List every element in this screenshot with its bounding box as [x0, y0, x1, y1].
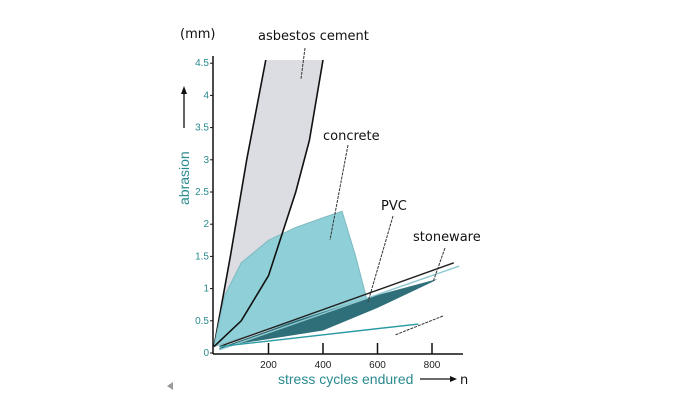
y-tick-label: 0 — [203, 348, 209, 359]
y-tick-label: 4.5 — [195, 58, 209, 69]
y-tick-label: 3.5 — [195, 123, 209, 134]
y-label: abrasion — [176, 151, 192, 205]
label-pvc: PVC — [381, 199, 407, 214]
x-tick-label: 400 — [315, 360, 332, 371]
x-arrow-label: n — [460, 373, 468, 388]
x-tick-label: 200 — [260, 360, 277, 371]
leader-stoneware — [432, 247, 446, 283]
x-tick-label: 800 — [424, 360, 441, 371]
leader-pvc — [367, 215, 394, 303]
series-stoneware-line — [219, 265, 460, 351]
x-arrowhead — [450, 376, 457, 382]
y-arrowhead — [181, 86, 187, 94]
leader-extra — [394, 315, 444, 336]
series-pvc-band — [219, 278, 438, 350]
series-concrete-area — [213, 210, 368, 348]
y-unit: (mm) — [180, 27, 215, 42]
label-concrete: concrete — [323, 129, 380, 144]
y-tick-label: 2 — [203, 219, 209, 230]
y-tick-label: 1 — [203, 284, 209, 295]
y-tick-label: 2.5 — [195, 187, 209, 198]
label-stoneware: stoneware — [413, 230, 481, 245]
series-asbestos-cement-lower — [213, 59, 324, 348]
x-label: stress cycles endured — [278, 371, 413, 387]
y-tick-label: 3 — [203, 155, 209, 166]
y-tick-label: 4 — [203, 90, 209, 101]
y-tick-label: 0.5 — [195, 316, 209, 327]
x-tick-label: 600 — [369, 360, 386, 371]
y-tick-label: 1.5 — [195, 251, 209, 262]
leader-concrete — [329, 144, 349, 241]
play-icon — [167, 382, 173, 390]
series-stoneware-line — [219, 323, 419, 348]
leader-asbestos — [300, 47, 306, 80]
label-asbestos-cement: asbestos cement — [258, 29, 369, 44]
series-stoneware-line — [219, 262, 455, 348]
series-asbestos-cement-upper — [213, 59, 267, 347]
